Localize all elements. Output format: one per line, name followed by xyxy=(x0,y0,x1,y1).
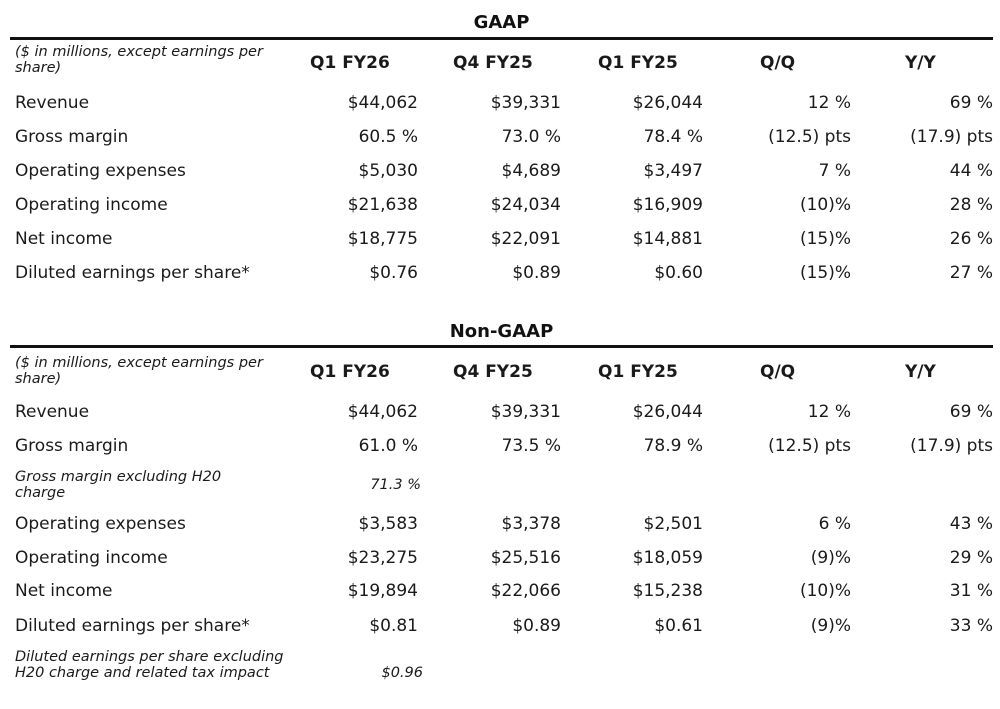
row-label: Gross margin excluding H20 charge xyxy=(15,469,222,501)
gaap-table: GAAP ($ in millions, except earnings per… xyxy=(10,0,993,300)
non-gaap-header-row: ($ in millions, except earnings per shar… xyxy=(10,355,993,395)
cell-yy: 43 % xyxy=(949,514,993,534)
cell-q1fy25: $16,909 xyxy=(632,195,703,215)
cell-yy: (17.9) pts xyxy=(910,127,993,147)
cell-yy: 27 % xyxy=(949,263,993,283)
non-gaap-col-qq: Q/Q xyxy=(760,362,796,382)
cell-q4fy25: $0.89 xyxy=(512,616,561,636)
non-gaap-col-q4fy25: Q4 FY25 xyxy=(453,362,533,382)
cell-q1fy26: $3,583 xyxy=(358,514,418,534)
cell-q1fy26: $21,638 xyxy=(347,195,418,215)
cell-yy: 31 % xyxy=(949,581,993,601)
cell-q1fy26: $0.81 xyxy=(369,616,418,636)
row-label: Operating expenses xyxy=(15,514,186,534)
row-label: Operating expenses xyxy=(15,161,186,181)
cell-q1fy25: $14,881 xyxy=(632,229,703,249)
cell-q1fy26: $5,030 xyxy=(358,161,418,181)
cell-qq: (10)% xyxy=(799,195,851,215)
row-label: Revenue xyxy=(15,402,90,422)
cell-qq: (9)% xyxy=(810,616,851,636)
cell-q1fy26: $23,275 xyxy=(347,548,418,568)
gaap-header-row: ($ in millions, except earnings per shar… xyxy=(10,44,993,84)
cell-yy: 28 % xyxy=(949,195,993,215)
cell-yy: (17.9) pts xyxy=(910,436,993,456)
cell-q1fy26: 71.3 % xyxy=(370,477,421,493)
row-label: Diluted earnings per share excluding H20… xyxy=(15,649,284,681)
gaap-col-qq: Q/Q xyxy=(760,53,796,73)
non-gaap-col-yy: Y/Y xyxy=(905,362,936,382)
cell-q1fy25: $26,044 xyxy=(632,93,703,113)
cell-q1fy25: $15,238 xyxy=(632,581,703,601)
cell-yy: 69 % xyxy=(949,93,993,113)
row-label: Net income xyxy=(15,229,113,249)
cell-q1fy25: $0.60 xyxy=(654,263,703,283)
cell-q1fy26: $18,775 xyxy=(347,229,418,249)
non-gaap-col-q1fy25: Q1 FY25 xyxy=(598,362,678,382)
cell-q1fy26: 61.0 % xyxy=(358,436,418,456)
cell-yy: 33 % xyxy=(949,616,993,636)
cell-qq: (12.5) pts xyxy=(768,127,851,147)
cell-q4fy25: $0.89 xyxy=(512,263,561,283)
row-label: Operating income xyxy=(15,195,168,215)
row-label: Diluted earnings per share* xyxy=(15,263,250,283)
non-gaap-table: Non-GAAP ($ in millions, except earnings… xyxy=(10,0,993,709)
cell-q4fy25: $24,034 xyxy=(490,195,561,215)
row-label: Diluted earnings per share* xyxy=(15,616,250,636)
cell-qq: (10)% xyxy=(799,581,851,601)
row-label: Net income xyxy=(15,581,113,601)
cell-q1fy25: 78.4 % xyxy=(643,127,703,147)
cell-qq: (15)% xyxy=(799,263,851,283)
gaap-units-note: ($ in millions, except earnings per shar… xyxy=(15,44,263,76)
gaap-col-yy: Y/Y xyxy=(905,53,936,73)
cell-qq: 12 % xyxy=(807,402,851,422)
cell-yy: 44 % xyxy=(949,161,993,181)
cell-q4fy25: $22,091 xyxy=(490,229,561,249)
row-label: Gross margin xyxy=(15,127,129,147)
cell-q4fy25: $4,689 xyxy=(501,161,561,181)
non-gaap-units-note: ($ in millions, except earnings per shar… xyxy=(15,355,263,387)
cell-q1fy26: $0.76 xyxy=(369,263,418,283)
row-label: Gross margin xyxy=(15,436,129,456)
gaap-col-q4fy25: Q4 FY25 xyxy=(453,53,533,73)
cell-q1fy26: $0.96 xyxy=(381,665,423,681)
cell-q4fy25: $3,378 xyxy=(501,514,561,534)
cell-q4fy25: $25,516 xyxy=(490,548,561,568)
gaap-col-q1fy26: Q1 FY26 xyxy=(310,53,390,73)
cell-yy: 26 % xyxy=(949,229,993,249)
cell-q4fy25: 73.0 % xyxy=(501,127,561,147)
cell-q4fy25: $39,331 xyxy=(490,402,561,422)
cell-qq: (12.5) pts xyxy=(768,436,851,456)
cell-q1fy25: $26,044 xyxy=(632,402,703,422)
cell-qq: 7 % xyxy=(818,161,851,181)
cell-q1fy26: $44,062 xyxy=(347,402,418,422)
cell-yy: 69 % xyxy=(949,402,993,422)
cell-q1fy26: $19,894 xyxy=(347,581,418,601)
cell-q1fy26: 60.5 % xyxy=(358,127,418,147)
cell-q1fy25: 78.9 % xyxy=(643,436,703,456)
cell-q1fy26: $44,062 xyxy=(347,93,418,113)
non-gaap-top-rule xyxy=(10,345,993,348)
cell-yy: 29 % xyxy=(949,548,993,568)
cell-qq: (9)% xyxy=(810,548,851,568)
cell-qq: 6 % xyxy=(818,514,851,534)
row-label: Revenue xyxy=(15,93,90,113)
cell-q1fy25: $18,059 xyxy=(632,548,703,568)
cell-q4fy25: $22,066 xyxy=(490,581,561,601)
cell-q1fy25: $3,497 xyxy=(643,161,703,181)
cell-qq: 12 % xyxy=(807,93,851,113)
cell-q1fy25: $2,501 xyxy=(643,514,703,534)
cell-q1fy25: $0.61 xyxy=(654,616,703,636)
non-gaap-col-q1fy26: Q1 FY26 xyxy=(310,362,390,382)
non-gaap-title: Non-GAAP xyxy=(449,321,554,342)
row-label: Operating income xyxy=(15,548,168,568)
gaap-top-rule xyxy=(10,37,993,40)
cell-qq: (15)% xyxy=(799,229,851,249)
cell-q4fy25: $39,331 xyxy=(490,93,561,113)
gaap-col-q1fy25: Q1 FY25 xyxy=(598,53,678,73)
cell-q4fy25: 73.5 % xyxy=(501,436,561,456)
gaap-title: GAAP xyxy=(473,12,530,33)
